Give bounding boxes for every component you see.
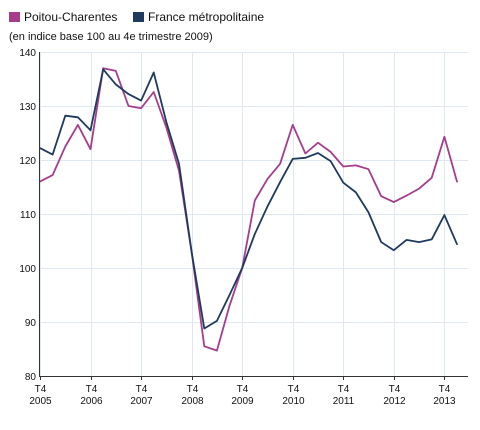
x-tick-label-year: 2007 [130, 396, 153, 407]
y-tick-label: 80 [25, 372, 37, 383]
legend-label-france-metropolitaine: France métropolitaine [148, 10, 264, 24]
y-tick-label: 100 [19, 264, 36, 275]
chart-subtitle: (en indice base 100 au 4e trimestre 2009… [9, 31, 213, 43]
legend: Poitou-Charentes France métropolitaine [9, 10, 264, 24]
legend-label-poitou-charentes: Poitou-Charentes [24, 10, 117, 24]
x-tick-label-year: 2008 [181, 396, 204, 407]
y-tick-label: 90 [25, 318, 37, 329]
legend-swatch-france-metropolitaine [133, 12, 144, 22]
x-tick-label-year: 2011 [333, 396, 355, 407]
x-tick-label-year: 2005 [29, 396, 52, 407]
grid [40, 52, 468, 377]
x-tick-label-year: 2013 [433, 396, 456, 407]
x-tick-label-year: 2010 [282, 396, 305, 407]
x-tick-label-quarter: T4 [237, 384, 249, 395]
y-tick-label: 120 [19, 156, 36, 167]
x-axis-ticks: T42005T42006T42007T42008T42009T42010T420… [29, 376, 456, 407]
y-tick-label: 130 [19, 102, 36, 113]
x-tick-label-year: 2009 [231, 396, 254, 407]
x-tick-label-year: 2006 [80, 396, 103, 407]
legend-swatch-poitou-charentes [9, 12, 20, 22]
x-tick-label-quarter: T4 [439, 384, 451, 395]
x-tick-label-quarter: T4 [389, 384, 401, 395]
x-tick-label-quarter: T4 [86, 384, 98, 395]
y-axis-ticks: 80 90 100 110 120 130 140 [19, 48, 36, 383]
x-tick-label-year: 2012 [383, 396, 406, 407]
y-tick-label: 140 [19, 48, 36, 59]
y-tick-label: 110 [20, 210, 36, 221]
x-tick-label-quarter: T4 [187, 384, 199, 395]
x-tick-label-quarter: T4 [35, 384, 47, 395]
series-line-poitou-charentes [39, 67, 458, 352]
series-line-france-metropolitaine [39, 68, 458, 330]
x-tick-label-quarter: T4 [288, 384, 300, 395]
x-tick-label-quarter: T4 [136, 384, 148, 395]
series-lines [39, 67, 458, 352]
x-tick-label-quarter: T4 [338, 384, 350, 395]
